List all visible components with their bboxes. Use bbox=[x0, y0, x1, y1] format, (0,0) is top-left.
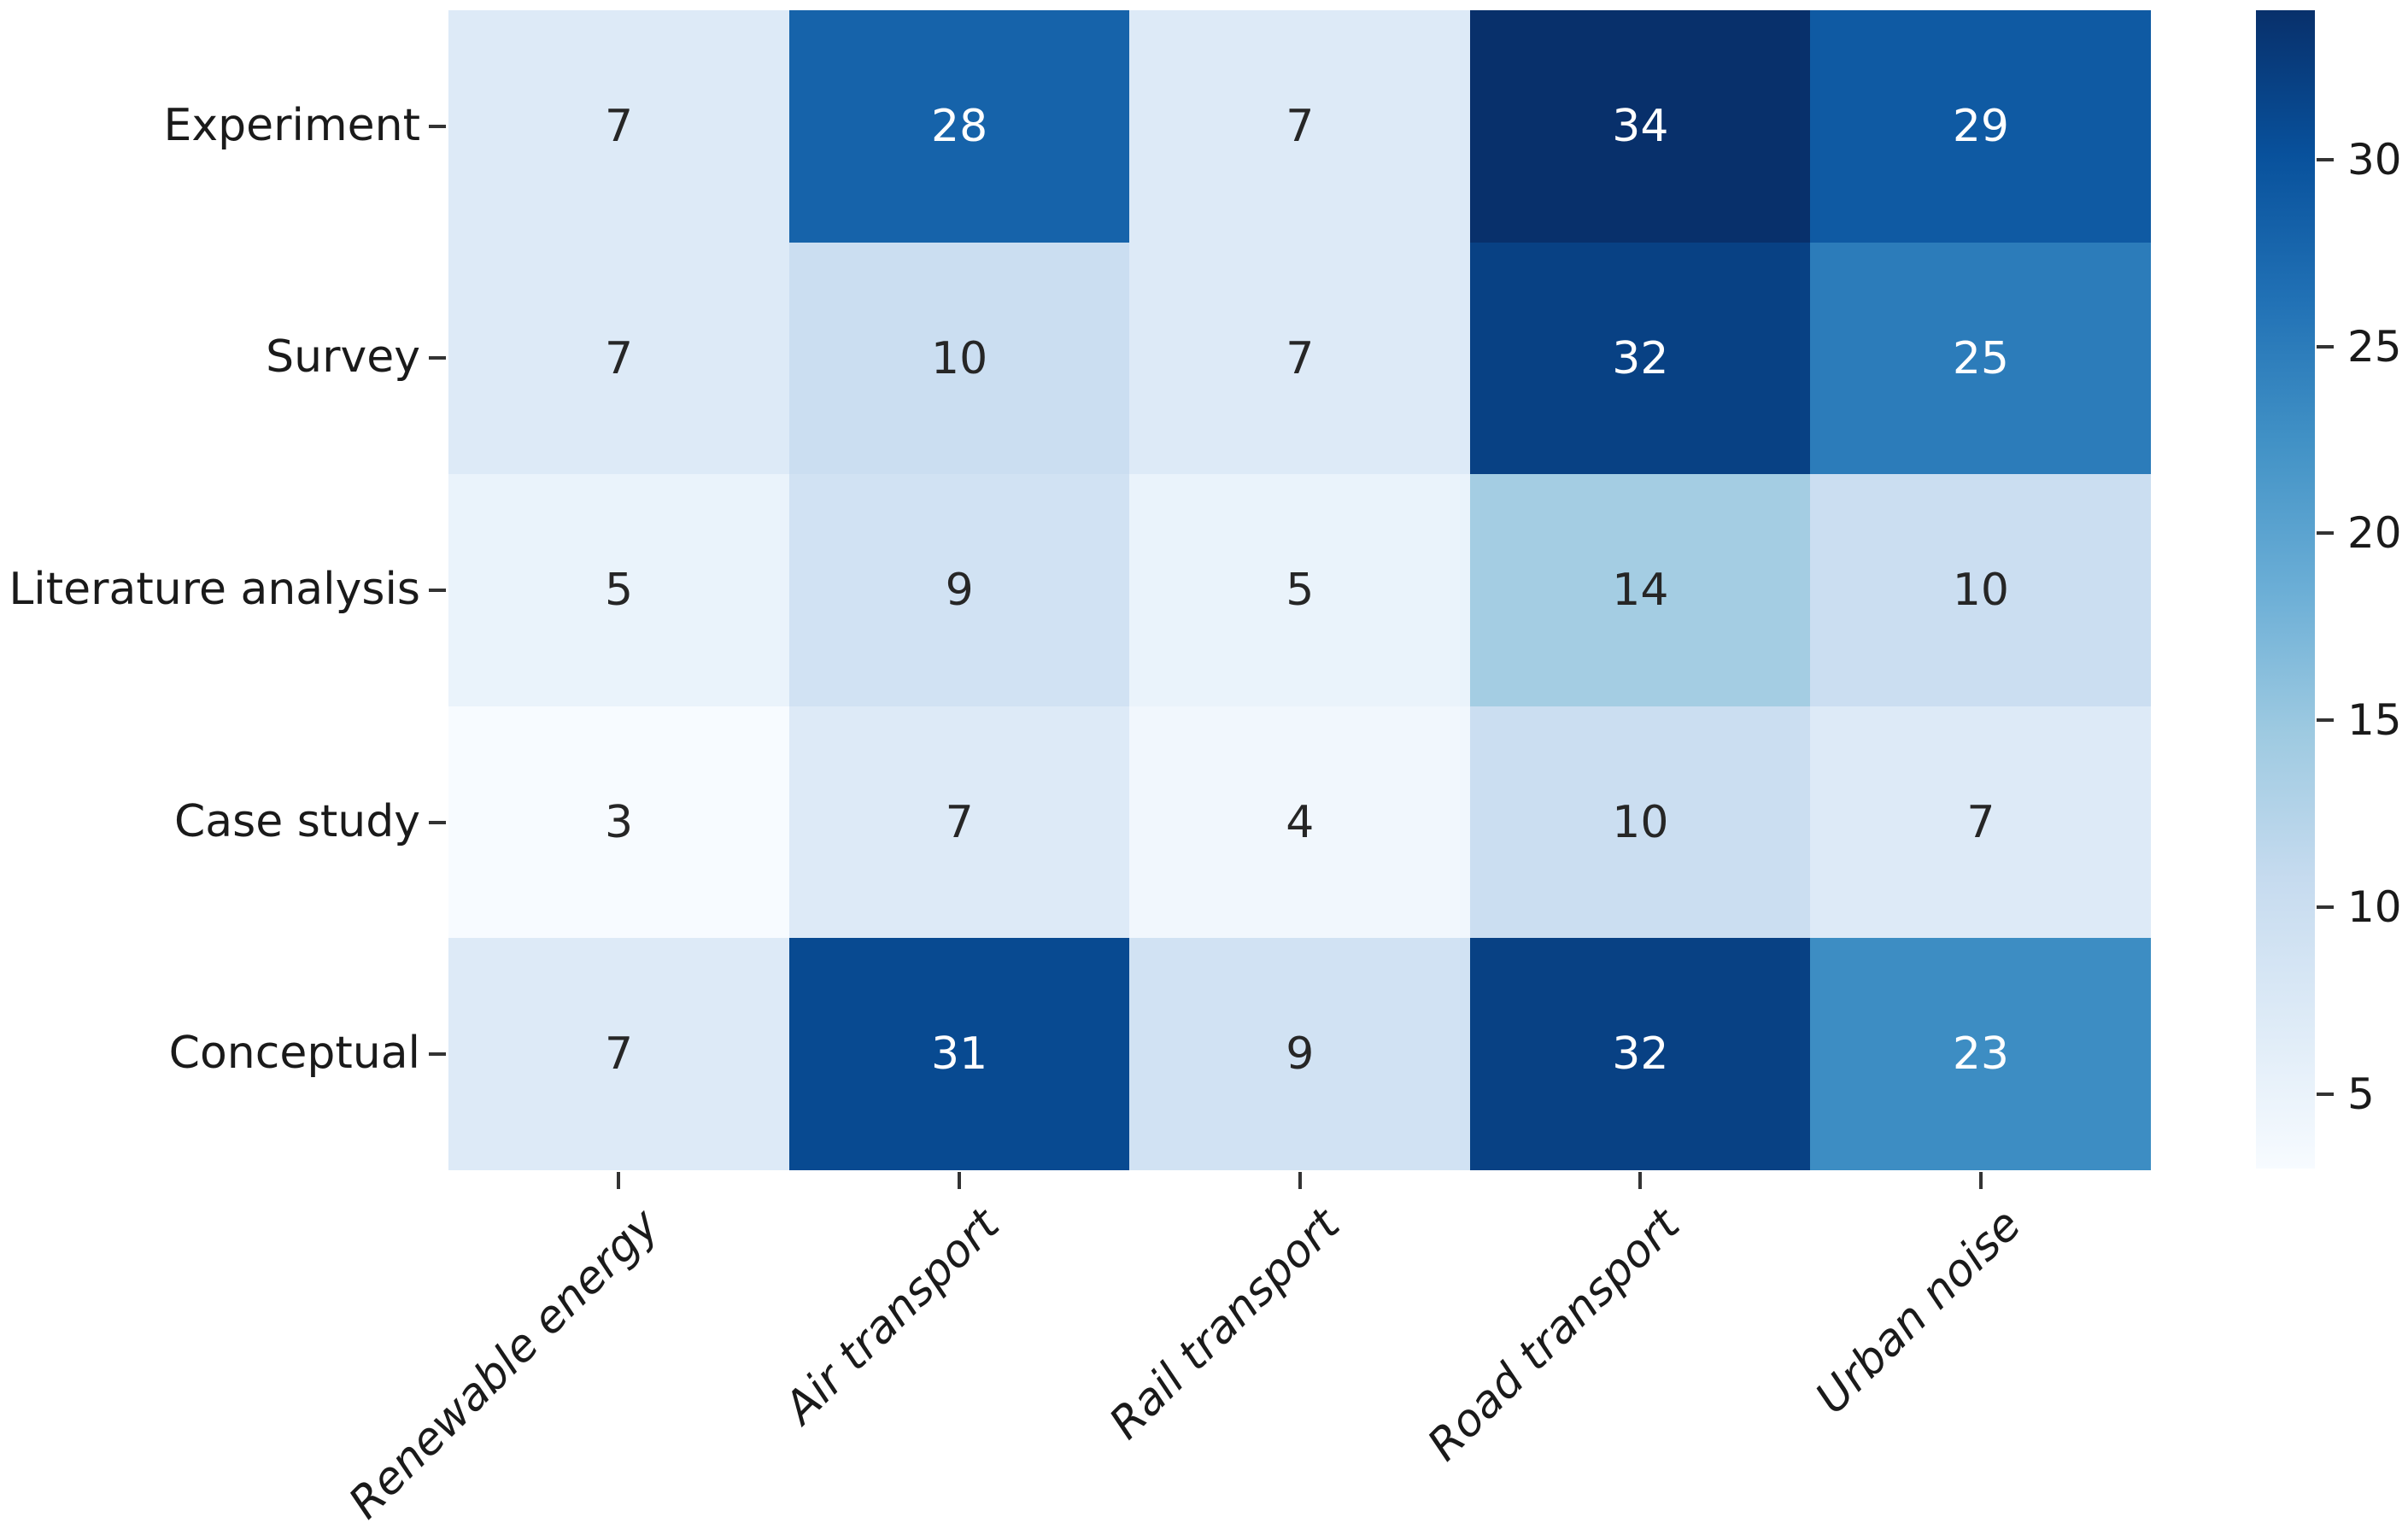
cell-value: 5 bbox=[1286, 565, 1315, 617]
heatmap-cell: 34 bbox=[1469, 10, 1811, 243]
heatmap-cell: 25 bbox=[1810, 242, 2152, 475]
heatmap-cell: 32 bbox=[1469, 938, 1811, 1171]
heatmap-cell: 28 bbox=[788, 10, 1130, 243]
y-tick-mark bbox=[429, 1052, 446, 1057]
cell-value: 32 bbox=[1612, 1028, 1669, 1081]
heatmap-cell: 7 bbox=[448, 242, 790, 475]
cell-value: 23 bbox=[1952, 1028, 2010, 1081]
cell-value: 7 bbox=[605, 332, 634, 384]
colorbar-tick-mark bbox=[2317, 1092, 2334, 1096]
y-tick-label: Case study bbox=[173, 795, 420, 847]
y-tick-label: Experiment bbox=[163, 99, 420, 151]
cell-value: 7 bbox=[605, 101, 634, 153]
cell-value: 25 bbox=[1952, 332, 2010, 384]
colorbar-tick-label: 20 bbox=[2347, 508, 2402, 559]
cell-value: 3 bbox=[605, 796, 634, 848]
cell-value: 7 bbox=[605, 1028, 634, 1081]
heatmap-cell: 31 bbox=[788, 938, 1130, 1171]
colorbar-tick-label: 10 bbox=[2347, 882, 2402, 932]
x-tick-label: Urban noise bbox=[1806, 1199, 2031, 1425]
colorbar-tick-mark bbox=[2317, 718, 2334, 723]
heatmap-cell: 9 bbox=[788, 474, 1130, 707]
x-tick-label: Air transport bbox=[774, 1199, 1010, 1434]
colorbar-tick-mark bbox=[2317, 157, 2334, 161]
colorbar-tick-mark bbox=[2317, 531, 2334, 536]
cell-value: 10 bbox=[1952, 565, 2010, 617]
x-tick-mark bbox=[1298, 1172, 1302, 1189]
heatmap-cell: 7 bbox=[1129, 10, 1471, 243]
heatmap-cell: 32 bbox=[1469, 242, 1811, 475]
heatmap-grid: 7 28 7 34 29 7 10 7 32 25 5 9 5 14 10 3 7 4 10 7 7 31 9 32 23 bbox=[448, 10, 2152, 1171]
x-tick-mark bbox=[1638, 1172, 1643, 1189]
heatmap-cell: 14 bbox=[1469, 474, 1811, 707]
y-tick-mark bbox=[429, 356, 446, 360]
y-tick-mark bbox=[429, 820, 446, 824]
x-tick-mark bbox=[957, 1172, 961, 1189]
cell-value: 34 bbox=[1612, 101, 1669, 153]
cell-value: 7 bbox=[945, 796, 974, 848]
y-tick-label: Conceptual bbox=[168, 1027, 420, 1079]
y-tick-mark bbox=[429, 124, 446, 128]
colorbar bbox=[2256, 10, 2315, 1169]
heatmap-cell: 10 bbox=[1810, 474, 2152, 707]
heatmap-cell: 7 bbox=[448, 938, 790, 1171]
cell-value: 10 bbox=[1612, 796, 1669, 848]
heatmap-cell: 5 bbox=[448, 474, 790, 707]
cell-value: 7 bbox=[1286, 101, 1315, 153]
cell-value: 31 bbox=[931, 1028, 988, 1081]
heatmap-cell: 5 bbox=[1129, 474, 1471, 707]
heatmap-cell: 23 bbox=[1810, 938, 2152, 1171]
colorbar-tick-label: 15 bbox=[2347, 695, 2402, 746]
cell-value: 5 bbox=[605, 565, 634, 617]
cell-value: 10 bbox=[931, 332, 988, 384]
colorbar-tick-label: 5 bbox=[2347, 1069, 2375, 1119]
colorbar-tick-mark bbox=[2317, 905, 2334, 909]
colorbar-tick-label: 25 bbox=[2347, 321, 2402, 372]
heatmap-cell: 4 bbox=[1129, 706, 1471, 939]
x-tick-mark bbox=[1978, 1172, 1983, 1189]
heatmap-cell: 7 bbox=[1129, 242, 1471, 475]
x-tick-label: Rail transport bbox=[1099, 1199, 1350, 1450]
heatmap-cell: 7 bbox=[448, 10, 790, 243]
heatmap-cell: 7 bbox=[1810, 706, 2152, 939]
cell-value: 4 bbox=[1286, 796, 1315, 848]
heatmap-cell: 10 bbox=[1469, 706, 1811, 939]
y-tick-label: Survey bbox=[266, 331, 420, 384]
cell-value: 7 bbox=[1966, 796, 1995, 848]
cell-value: 9 bbox=[1286, 1028, 1315, 1081]
heatmap-cell: 10 bbox=[788, 242, 1130, 475]
cell-value: 32 bbox=[1612, 332, 1669, 384]
cell-value: 29 bbox=[1952, 101, 2010, 153]
y-tick-mark bbox=[429, 589, 446, 592]
heatmap-cell: 7 bbox=[788, 706, 1130, 939]
x-tick-mark bbox=[617, 1172, 621, 1189]
cell-value: 7 bbox=[1286, 332, 1315, 384]
colorbar-tick-mark bbox=[2317, 344, 2334, 349]
x-tick-label: Road transport bbox=[1418, 1199, 1690, 1471]
cell-value: 9 bbox=[945, 565, 974, 617]
x-tick-label: Renewable energy bbox=[338, 1199, 669, 1529]
y-tick-label: Literature analysis bbox=[9, 563, 420, 615]
heatmap-cell: 29 bbox=[1810, 10, 2152, 243]
heatmap-cell: 3 bbox=[448, 706, 790, 939]
heatmap-cell: 9 bbox=[1129, 938, 1471, 1171]
colorbar-tick-label: 30 bbox=[2347, 134, 2402, 185]
cell-value: 28 bbox=[931, 101, 988, 153]
cell-value: 14 bbox=[1612, 565, 1669, 617]
